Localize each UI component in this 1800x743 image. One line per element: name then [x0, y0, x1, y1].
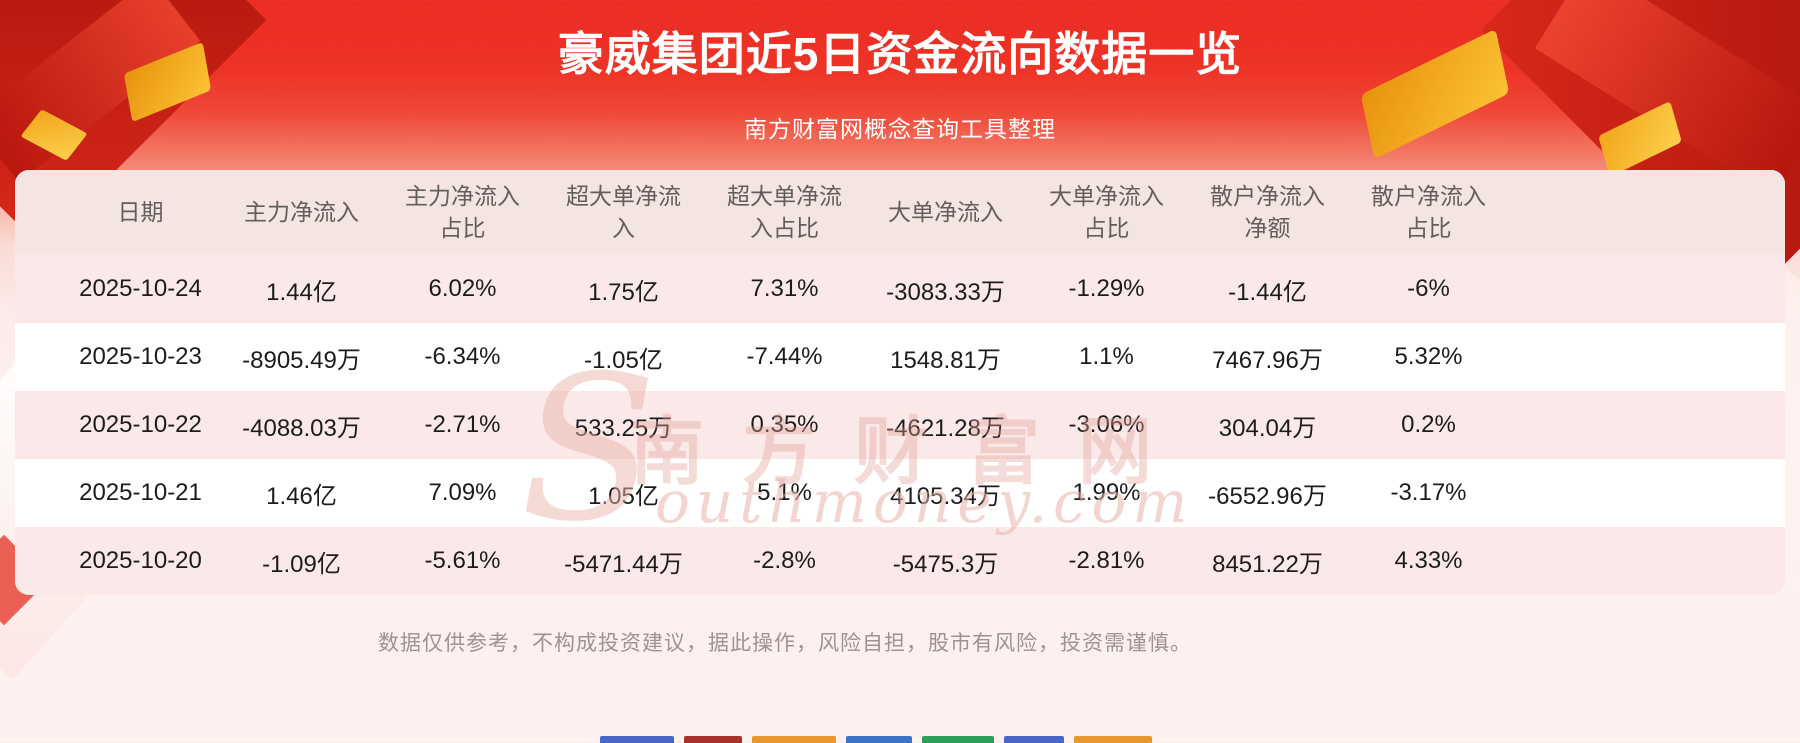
cell-date: 2025-10-20 [79, 547, 202, 574]
cell-main-net-inflow-ratio: 7.09% [428, 479, 497, 506]
cell-main-net-inflow-ratio: 6.02% [428, 275, 497, 302]
cell-retail-net-inflow-ratio: 0.2% [1401, 411, 1456, 438]
cell-large-net-inflow: -4621.28万 [886, 414, 1005, 442]
table-row-2: 2025-10-23 -8905.49万 -6.34% -1.05亿 -7.44… [15, 323, 1785, 391]
cell-large-net-inflow-ratio: -1.29% [1068, 275, 1145, 302]
header-banner: 豪威集团近5日资金流向数据一览 南方财富网概念查询工具整理 [0, 0, 1800, 170]
cell-main-net-inflow-ratio: -2.71% [424, 411, 501, 438]
cell-date: 2025-10-21 [79, 479, 202, 506]
cell-large-net-inflow-ratio: 1.1% [1079, 343, 1134, 370]
cell-date: 2025-10-24 [79, 275, 202, 302]
cell-retail-net-inflow: -6552.96万 [1208, 482, 1327, 510]
cell-super-large-net-inflow-ratio: -7.44% [746, 343, 823, 370]
data-table-card: S 南方财富网 outhmoney.com 日期 主力净流入 主力净流入 占比 … [15, 170, 1785, 595]
cell-main-net-inflow: -8905.49万 [242, 346, 361, 374]
column-header-large-net-inflow: 大单净流入 [888, 198, 1003, 225]
cell-large-net-inflow-ratio: -2.81% [1068, 547, 1145, 574]
table-header-row: 日期 主力净流入 主力净流入 占比 超大单净流 入 超大单净流 入占比 大单净流… [15, 170, 1785, 255]
cell-retail-net-inflow: 8451.22万 [1212, 550, 1323, 578]
cell-large-net-inflow-ratio: -3.06% [1068, 411, 1145, 438]
page-subtitle: 南方财富网概念查询工具整理 [744, 116, 1056, 142]
cutoff-link-fragment [1004, 736, 1064, 743]
column-header-retail-net-inflow: 散户净流入 净额 [1210, 183, 1325, 241]
cell-large-net-inflow: 4105.34万 [890, 482, 1001, 510]
column-header-date: 日期 [117, 198, 164, 225]
cell-super-large-net-inflow-ratio: 7.31% [750, 275, 819, 302]
cell-retail-net-inflow-ratio: -6% [1407, 275, 1450, 302]
cell-main-net-inflow: -1.09亿 [262, 550, 341, 578]
cell-main-net-inflow-ratio: -6.34% [424, 343, 501, 370]
column-header-main-net-inflow-ratio: 主力净流入 占比 [405, 183, 520, 241]
table-row-5: 2025-10-20 -1.09亿 -5.61% -5471.44万 -2.8%… [15, 527, 1785, 595]
cell-super-large-net-inflow: 1.75亿 [588, 278, 659, 306]
cutoff-links-strip [600, 736, 1152, 743]
cell-super-large-net-inflow: 1.05亿 [588, 482, 659, 510]
cell-retail-net-inflow-ratio: -3.17% [1390, 479, 1467, 506]
cell-large-net-inflow-ratio: 1.99% [1072, 479, 1141, 506]
cell-date: 2025-10-23 [79, 343, 202, 370]
cutoff-link-fragment [1074, 736, 1152, 743]
column-header-super-large-net-inflow: 超大单净流 入 [566, 183, 681, 241]
cell-super-large-net-inflow-ratio: -2.8% [753, 547, 816, 574]
cell-large-net-inflow: -3083.33万 [886, 278, 1005, 306]
cutoff-link-fragment [684, 736, 742, 743]
column-header-main-net-inflow: 主力净流入 [244, 198, 359, 225]
cell-super-large-net-inflow: -5471.44万 [564, 550, 683, 578]
cutoff-link-fragment [922, 736, 994, 743]
cell-retail-net-inflow: 7467.96万 [1212, 346, 1323, 374]
cell-large-net-inflow: 1548.81万 [890, 346, 1001, 374]
cell-super-large-net-inflow-ratio: 5.1% [757, 479, 812, 506]
cell-date: 2025-10-22 [79, 411, 202, 438]
cell-retail-net-inflow-ratio: 5.32% [1394, 343, 1463, 370]
cutoff-link-fragment [600, 736, 674, 743]
cell-retail-net-inflow: -1.44亿 [1228, 278, 1307, 306]
page-title: 豪威集团近5日资金流向数据一览 [557, 28, 1243, 80]
cell-main-net-inflow-ratio: -5.61% [424, 547, 501, 574]
cutoff-link-fragment [752, 736, 836, 743]
table-row-3: 2025-10-22 -4088.03万 -2.71% 533.25万 0.35… [15, 391, 1785, 459]
column-header-large-net-inflow-ratio: 大单净流入 占比 [1049, 183, 1164, 241]
cell-main-net-inflow: 1.46亿 [266, 482, 337, 510]
table-row-1: 2025-10-24 1.44亿 6.02% 1.75亿 7.31% -3083… [15, 255, 1785, 323]
cell-retail-net-inflow: 304.04万 [1218, 414, 1317, 442]
cell-super-large-net-inflow-ratio: 0.35% [750, 411, 819, 438]
cell-main-net-inflow: -4088.03万 [242, 414, 361, 442]
cutoff-link-fragment [846, 736, 912, 743]
cell-super-large-net-inflow: 533.25万 [574, 414, 673, 442]
cell-large-net-inflow: -5475.3万 [892, 550, 999, 578]
column-header-super-large-net-inflow-ratio: 超大单净流 入占比 [727, 183, 842, 241]
cell-main-net-inflow: 1.44亿 [266, 278, 337, 306]
cell-super-large-net-inflow: -1.05亿 [584, 346, 663, 374]
disclaimer-text: 数据仅供参考，不构成投资建议，据此操作，风险自担，股市有风险，投资需谨慎。 [378, 632, 1192, 655]
cell-retail-net-inflow-ratio: 4.33% [1394, 547, 1463, 574]
column-header-retail-net-inflow-ratio: 散户净流入 占比 [1371, 183, 1486, 241]
table-row-4: 2025-10-21 1.46亿 7.09% 1.05亿 5.1% 4105.3… [15, 459, 1785, 527]
